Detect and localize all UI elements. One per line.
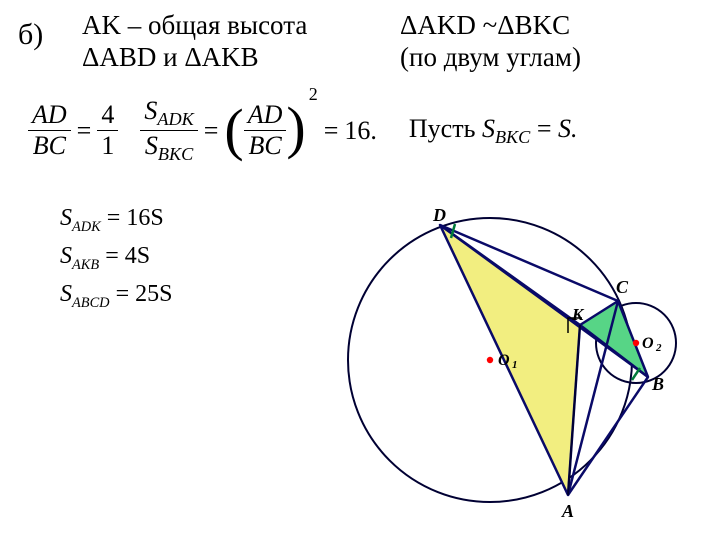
power-2: 2 xyxy=(309,84,318,105)
svg-text:B: B xyxy=(651,374,664,394)
svg-text:C: C xyxy=(616,277,629,297)
part-label: б) xyxy=(18,18,43,52)
header-left-line1: AK – общая высота xyxy=(82,10,307,42)
header-left: AK – общая высота ΔABD и ΔAKB xyxy=(82,10,307,74)
equation-row: AD BC = 4 1 SADK SBKC = ( AD BC ) 2 = 16… xyxy=(28,96,577,165)
svg-text:2: 2 xyxy=(655,342,662,354)
result-2: SAKB = 4S xyxy=(60,238,172,276)
svg-text:O: O xyxy=(498,352,510,369)
frac1-num: AD xyxy=(28,100,71,131)
equals-3: = xyxy=(324,116,339,146)
frac-s-ratio: SADK SBKC xyxy=(140,96,197,165)
header-right-line1: ΔAKD ~ΔBKC xyxy=(400,10,581,42)
equals-2: = xyxy=(204,116,219,146)
results-block: SADK = 16S SAKB = 4S SABCD = 25S xyxy=(60,200,172,314)
svg-text:A: A xyxy=(561,501,574,521)
result-1: SADK = 16S xyxy=(60,200,172,238)
frac4-num: AD xyxy=(244,100,287,131)
header-right: ΔAKD ~ΔBKC (по двум углам) xyxy=(400,10,581,74)
geometry-figure: DCKABO1O2 xyxy=(320,195,700,540)
header-left-line2: ΔABD и ΔAKB xyxy=(82,42,307,74)
frac1-den: BC xyxy=(28,131,71,161)
result-3: SABCD = 25S xyxy=(60,276,172,314)
frac-ad-bc: AD BC xyxy=(28,100,71,161)
frac3-num: SADK xyxy=(140,96,197,131)
frac-ad-bc-2: AD BC xyxy=(244,100,287,161)
frac2-num: 4 xyxy=(97,100,118,131)
frac3-den: SBKC xyxy=(140,131,197,165)
svg-text:K: K xyxy=(571,305,585,324)
svg-text:1: 1 xyxy=(512,359,518,371)
equals-1: = xyxy=(77,116,92,146)
frac2-den: 1 xyxy=(97,131,118,161)
header-right-line2: (по двум углам) xyxy=(400,42,581,74)
svg-text:O: O xyxy=(642,335,654,352)
let-sbkc: Пусть SBKC = S. xyxy=(409,114,578,148)
frac-4-1: 4 1 xyxy=(97,100,118,161)
squared-group: ( AD BC ) 2 xyxy=(224,100,305,161)
frac4-den: BC xyxy=(244,131,287,161)
svg-text:D: D xyxy=(432,205,446,225)
lparen: ( xyxy=(224,110,243,151)
rparen: ) xyxy=(286,95,305,160)
value-16: 16. xyxy=(344,116,377,146)
